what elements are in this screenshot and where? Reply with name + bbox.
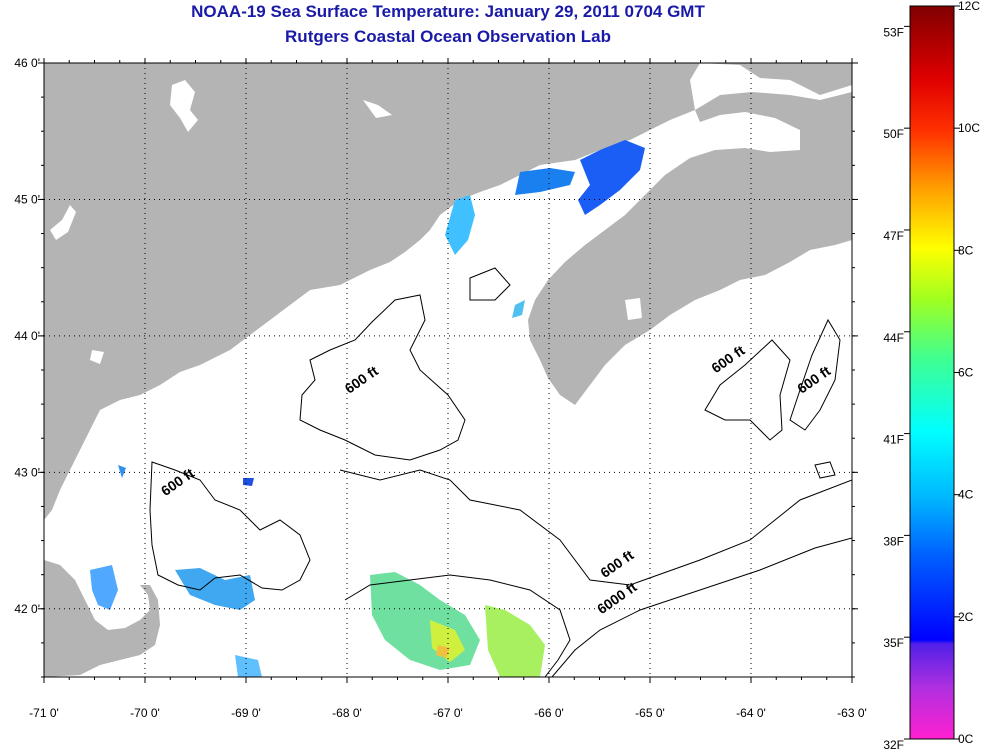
lat-tick-label: 45 0' xyxy=(14,192,40,206)
lon-axis-labels: -71 0' -70 0' -69 0' -68 0' -67 0' -66 0' -65 … xyxy=(29,706,867,720)
land-nova-scotia xyxy=(528,92,852,405)
lon-tick-label: -71 0' xyxy=(29,706,59,720)
colorbar-c-label: 0C xyxy=(958,732,974,746)
sst-patch xyxy=(90,565,118,610)
lake xyxy=(50,205,76,240)
lat-axis-labels: 46 0' 45 0' 44 0' 43 0' 42 0' xyxy=(14,56,40,616)
lat-tick-label: 43 0' xyxy=(14,465,40,479)
sst-patch xyxy=(512,300,525,318)
colorbar-f-label: 44F xyxy=(883,331,904,345)
sst-patch xyxy=(235,655,262,677)
sst-patch xyxy=(118,465,126,478)
sst-patch xyxy=(515,168,575,195)
colorbar-f-label: 50F xyxy=(883,127,904,141)
sst-patch xyxy=(243,478,254,486)
colorbar-c-label: 12C xyxy=(958,0,980,13)
colorbar-f-label: 38F xyxy=(883,534,904,548)
lake xyxy=(625,298,642,320)
colorbar-celsius-labels: 12C 10C 8C 6C 4C 2C 0C xyxy=(954,0,980,746)
colorbar-f-label: 41F xyxy=(883,433,904,447)
lon-tick-label: -67 0' xyxy=(433,706,463,720)
lon-tick-label: -64 0' xyxy=(736,706,766,720)
colorbar-fahrenheit-labels: 53F 50F 47F 44F 41F 38F 35F 32F xyxy=(883,25,910,752)
colorbar-f-label: 53F xyxy=(883,25,904,39)
axis-ticks xyxy=(38,58,858,683)
lake xyxy=(363,100,392,118)
sst-patch xyxy=(436,645,450,658)
sst-patch xyxy=(445,195,475,255)
sst-patch xyxy=(578,140,645,215)
lon-tick-label: -65 0' xyxy=(635,706,665,720)
colorbar xyxy=(909,5,955,740)
colorbar-c-label: 8C xyxy=(958,243,974,257)
sst-patch xyxy=(485,605,545,677)
lake xyxy=(170,80,198,132)
lon-tick-label: -70 0' xyxy=(130,706,160,720)
land-maine-newbrunswick xyxy=(44,63,852,520)
contour-6000ft xyxy=(551,537,852,677)
lon-tick-label: -68 0' xyxy=(332,706,362,720)
lat-tick-label: 46 0' xyxy=(14,56,40,70)
colorbar-c-label: 10C xyxy=(958,121,980,135)
colorbar-f-label: 35F xyxy=(883,636,904,650)
map-subtitle: Rutgers Coastal Ocean Observation Lab xyxy=(285,27,611,46)
contour-600ft xyxy=(149,267,852,677)
lat-tick-label: 44 0' xyxy=(14,329,40,343)
lon-tick-label: -63 0' xyxy=(837,706,867,720)
sst-patch xyxy=(175,568,255,610)
lake xyxy=(90,350,104,364)
lat-tick-label: 42 0' xyxy=(14,602,40,616)
map-title: NOAA-19 Sea Surface Temperature: January… xyxy=(191,2,705,21)
land-massachusetts xyxy=(44,560,160,677)
lon-tick-label: -69 0' xyxy=(231,706,261,720)
colorbar-f-label: 32F xyxy=(883,738,904,752)
colorbar-c-label: 4C xyxy=(958,488,974,502)
colorbar-c-label: 2C xyxy=(958,610,974,624)
colorbar-c-label: 6C xyxy=(958,366,974,380)
lon-tick-label: -66 0' xyxy=(534,706,564,720)
colorbar-f-label: 47F xyxy=(883,229,904,243)
